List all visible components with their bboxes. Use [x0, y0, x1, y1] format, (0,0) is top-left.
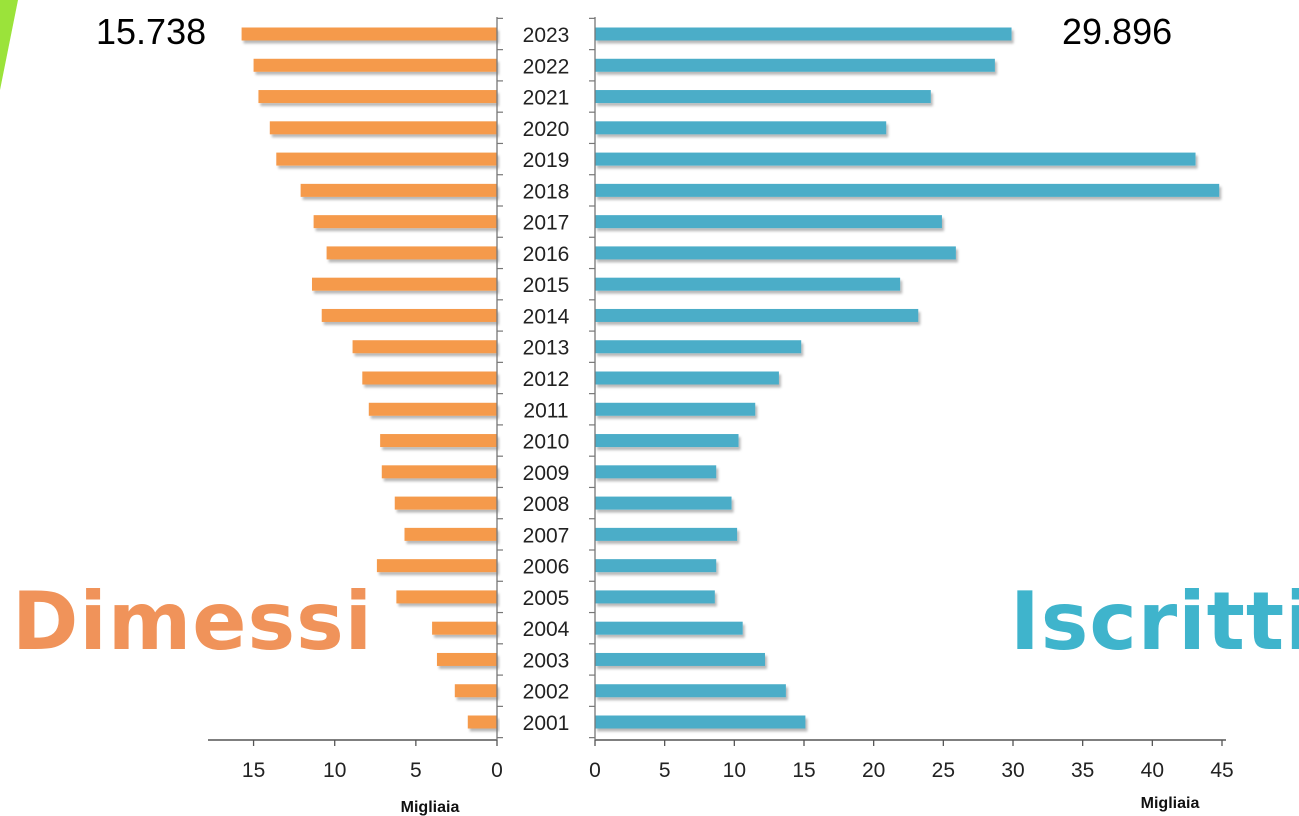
iscritti-bar-2002 — [595, 684, 786, 698]
dimessi-latest-value: 15.738 — [96, 11, 207, 52]
dimessi-bar-2010 — [380, 434, 497, 448]
year-labels: 2001 2002 2003 2004 2005 2006 2007 2008 2009 2010… — [496, 17, 596, 740]
iscritti-bar-2006 — [595, 559, 717, 573]
iscritti-tick-label: 10 — [723, 759, 746, 782]
iscritti-tick-label: 25 — [932, 759, 955, 782]
dimessi-tick-label: 0 — [491, 759, 503, 782]
iscritti-bar-2022 — [595, 58, 995, 72]
year-label-2004: 2004 — [523, 618, 570, 641]
iscritti-tick-label: 30 — [1001, 759, 1024, 782]
iscritti-bar-2013 — [595, 340, 802, 354]
iscritti-x-axis: 0 5 10 15 20 25 30 35 40 45 Migliaia — [589, 739, 1234, 812]
year-label-2018: 2018 — [523, 180, 570, 203]
iscritti-bar-2020 — [595, 121, 887, 135]
dimessi-bar-2008 — [394, 496, 497, 510]
year-label-2010: 2010 — [523, 431, 570, 454]
iscritti-bar-2010 — [595, 434, 739, 448]
dimessi-bar-2013 — [352, 340, 497, 354]
dimessi-tick-label: 15 — [242, 759, 265, 782]
iscritti-tick-label: 5 — [659, 759, 671, 782]
year-label-2012: 2012 — [523, 368, 570, 391]
year-label-2014: 2014 — [523, 305, 570, 328]
year-label-2020: 2020 — [523, 118, 570, 141]
year-label-2017: 2017 — [523, 212, 570, 235]
iscritti-bar-2019 — [595, 152, 1196, 166]
year-label-2007: 2007 — [523, 524, 570, 547]
year-label-2003: 2003 — [523, 649, 570, 672]
iscritti-title: Iscritti — [1010, 575, 1299, 668]
year-label-2021: 2021 — [523, 87, 570, 110]
iscritti-bar-2004 — [595, 621, 743, 635]
dimessi-bar-2018 — [300, 183, 497, 197]
dimessi-bar-2014 — [321, 308, 497, 322]
year-label-2022: 2022 — [523, 55, 570, 78]
year-label-2011: 2011 — [523, 399, 568, 422]
iscritti-bar-2018 — [595, 183, 1220, 197]
dimessi-bar-2016 — [326, 246, 497, 260]
iscritti-bar-2005 — [595, 590, 715, 604]
dimessi-bar-2015 — [311, 277, 497, 291]
iscritti-bar-2009 — [595, 465, 717, 479]
iscritti-tick-label: 0 — [589, 759, 601, 782]
dimessi-bar-2003 — [436, 652, 497, 666]
year-label-2002: 2002 — [523, 681, 570, 704]
iscritti-bar-2008 — [595, 496, 732, 510]
iscritti-bar-2011 — [595, 402, 756, 416]
iscritti-bar-2015 — [595, 277, 901, 291]
dimessi-bar-2012 — [362, 371, 497, 385]
dimessi-tick-label: 10 — [323, 759, 346, 782]
iscritti-bar-2003 — [595, 652, 765, 666]
dimessi-bars — [241, 27, 497, 729]
dimessi-bar-2002 — [454, 684, 497, 698]
dimessi-bar-2004 — [432, 621, 497, 635]
dimessi-title: Dimessi — [12, 575, 374, 668]
iscritti-bar-2001 — [595, 715, 806, 729]
dimessi-bar-2020 — [269, 121, 497, 135]
left-accent-stripe — [0, 0, 18, 90]
iscritti-axis-title: Migliaia — [1141, 795, 1200, 812]
year-label-2005: 2005 — [523, 587, 570, 610]
iscritti-bar-2016 — [595, 246, 956, 260]
iscritti-bar-2014 — [595, 308, 919, 322]
dimessi-bar-2001 — [467, 715, 497, 729]
iscritti-bar-2007 — [595, 527, 738, 541]
iscritti-bar-2012 — [595, 371, 779, 385]
year-label-2001: 2001 — [523, 712, 570, 735]
iscritti-bars — [595, 27, 1220, 729]
iscritti-bar-2023 — [595, 27, 1012, 41]
iscritti-tick-label: 35 — [1071, 759, 1094, 782]
iscritti-latest-value: 29.896 — [1062, 11, 1173, 52]
dimessi-bar-2011 — [368, 402, 497, 416]
year-label-2015: 2015 — [523, 274, 570, 297]
iscritti-tick-label: 20 — [862, 759, 885, 782]
dimessi-x-axis: 15 10 5 0 Migliaia — [208, 739, 503, 816]
year-label-2006: 2006 — [523, 556, 570, 579]
dimessi-bar-2023 — [241, 27, 497, 41]
dimessi-bar-2022 — [253, 58, 497, 72]
dimessi-bar-2007 — [404, 527, 497, 541]
dimessi-axis-title: Migliaia — [401, 799, 460, 816]
iscritti-bar-2017 — [595, 215, 942, 229]
dimessi-bar-2021 — [258, 90, 497, 104]
year-label-2016: 2016 — [523, 243, 570, 266]
dimessi-tick-label: 5 — [410, 759, 422, 782]
iscritti-bar-2021 — [595, 90, 931, 104]
year-label-2008: 2008 — [523, 493, 570, 516]
iscritti-tick-label: 45 — [1210, 759, 1233, 782]
year-label-2009: 2009 — [523, 462, 570, 485]
dimessi-bar-2017 — [313, 215, 497, 229]
year-label-2023: 2023 — [523, 24, 570, 47]
iscritti-tick-label: 40 — [1141, 759, 1164, 782]
year-label-2013: 2013 — [523, 337, 570, 360]
iscritti-tick-label: 15 — [792, 759, 815, 782]
year-label-2019: 2019 — [523, 149, 570, 172]
dimessi-bar-2006 — [376, 559, 497, 573]
dimessi-bar-2005 — [396, 590, 497, 604]
dimessi-bar-2019 — [276, 152, 497, 166]
dimessi-bar-2009 — [381, 465, 497, 479]
